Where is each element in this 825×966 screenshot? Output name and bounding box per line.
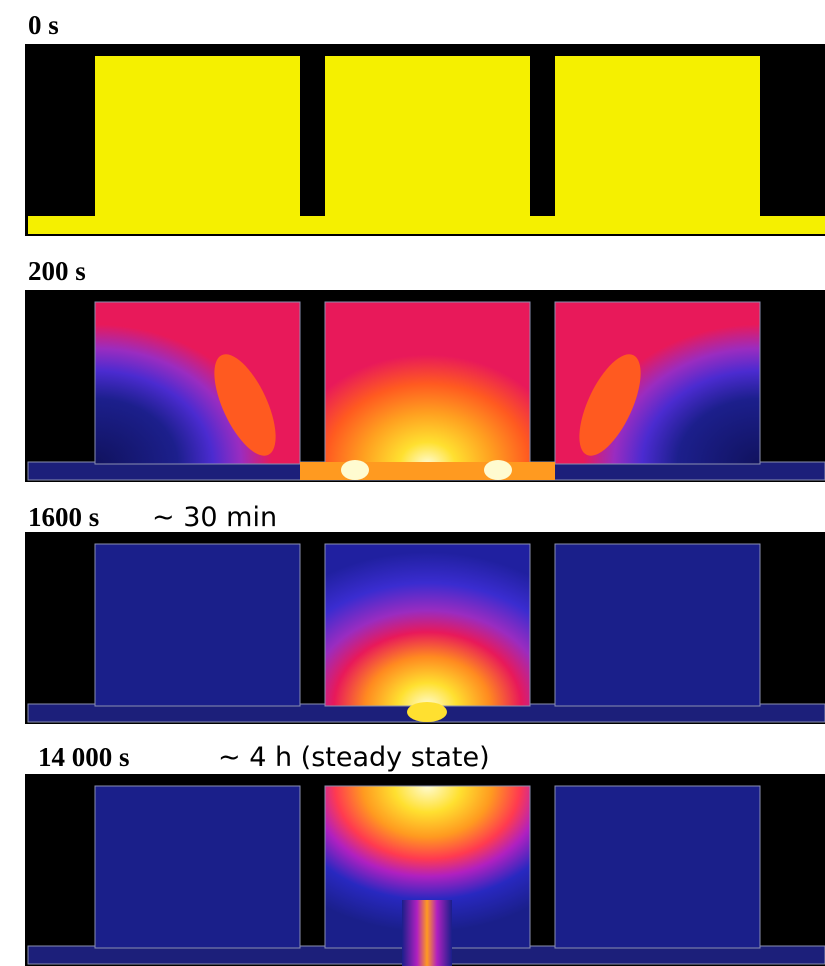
panel bbox=[25, 532, 825, 724]
panel bbox=[25, 290, 825, 482]
time-label: 14 000 s bbox=[38, 742, 130, 772]
time-note: ∼ 30 min bbox=[152, 502, 277, 533]
panel bbox=[25, 44, 825, 236]
time-label: 200 s bbox=[28, 256, 86, 286]
panel bbox=[25, 774, 825, 966]
time-label: 0 s bbox=[28, 10, 59, 40]
time-label: 1600 s bbox=[28, 502, 99, 532]
time-note: ∼ 4 h (steady state) bbox=[218, 742, 490, 773]
